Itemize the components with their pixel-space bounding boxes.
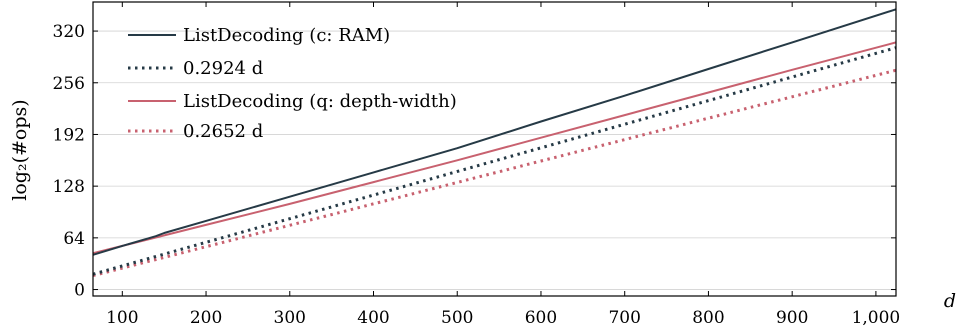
legend-label-series-2: 0.2924 d	[183, 58, 263, 79]
y-tick-label: 0	[74, 281, 85, 301]
axis-ticks: 0 64 128 192 256 320 100 200 300 400 500 600 700 800 9…	[53, 2, 901, 328]
x-tick-label: 400	[357, 308, 389, 328]
series-line-2	[92, 46, 897, 276]
y-tick-label: 320	[53, 22, 85, 42]
plot-frame	[92, 1, 897, 297]
y-tick-label: 192	[53, 125, 85, 145]
legend-label-series-3: ListDecoding (q: depth-width)	[183, 91, 457, 112]
x-tick-label: 1,000	[852, 308, 901, 328]
series-line-3	[92, 41, 897, 255]
x-tick-label: 200	[190, 308, 222, 328]
x-tick-label: 800	[692, 308, 724, 328]
legend-label-series-4: 0.2652 d	[183, 121, 263, 142]
legend: ListDecoding (c: RAM) 0.2924 d ListDecod…	[128, 25, 457, 142]
x-tick-label: 300	[274, 308, 306, 328]
x-tick-label: 100	[106, 308, 138, 328]
y-tick-label: 128	[53, 177, 85, 197]
x-axis-label: d	[944, 290, 956, 312]
y-axis-label: log₂(#ops)	[9, 99, 31, 200]
series-line-1	[92, 8, 897, 256]
grid-lines	[93, 30, 896, 290]
x-tick-label: 700	[608, 308, 640, 328]
y-tick-label: 256	[53, 74, 85, 94]
series-line-4	[92, 68, 897, 278]
x-tick-label: 900	[776, 308, 808, 328]
legend-label-series-1: ListDecoding (c: RAM)	[183, 25, 390, 46]
y-tick-label: 64	[63, 229, 85, 249]
x-tick-label: 500	[441, 308, 473, 328]
series-lines	[92, 8, 897, 278]
x-tick-label: 600	[525, 308, 557, 328]
